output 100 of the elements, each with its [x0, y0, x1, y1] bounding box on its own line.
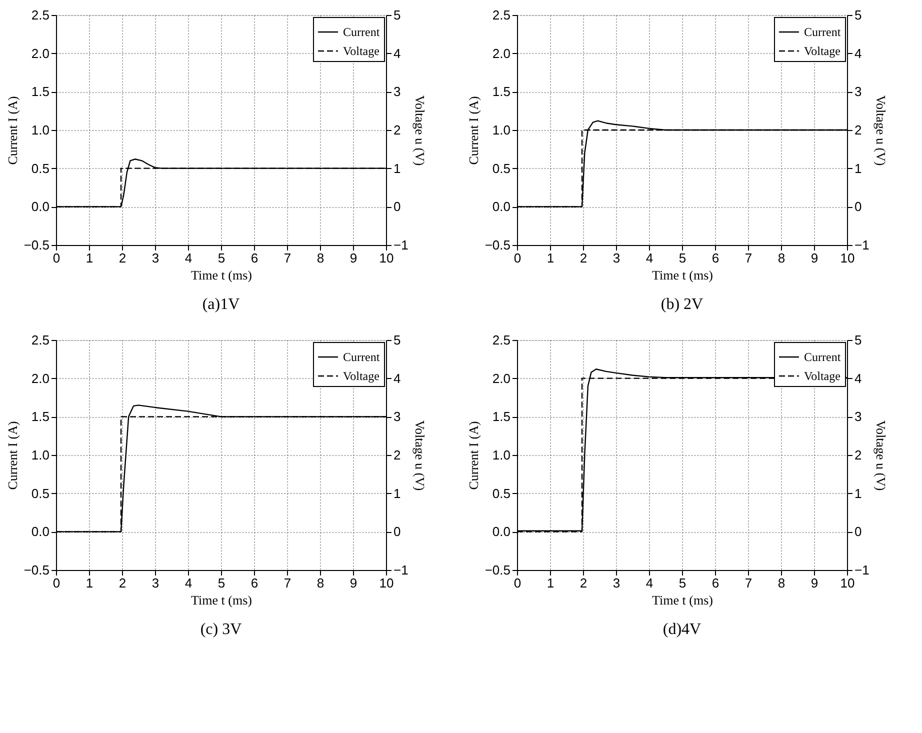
- y-tick-label: 1.5: [31, 409, 50, 424]
- x-tick-label: 1: [86, 250, 94, 266]
- x-tick-label: 10: [379, 250, 394, 266]
- y2-tick-label: 3: [854, 409, 862, 424]
- y2-tick-label: 5: [394, 8, 401, 22]
- y2-tick-label: 2: [394, 448, 401, 462]
- legend-label: Voltage: [804, 369, 840, 383]
- y2-tick-label: 4: [854, 46, 862, 61]
- y-tick-label: −0.5: [484, 562, 510, 578]
- x-tick-label: 0: [52, 250, 60, 266]
- y2-tick-label: 3: [394, 84, 401, 100]
- y2-tick-label: 5: [854, 8, 862, 22]
- x-tick-label: 8: [316, 576, 324, 590]
- y-tick-label: 1.5: [492, 84, 510, 100]
- x-tick-label: 3: [152, 250, 160, 266]
- x-axis-title: Time t (ms): [191, 268, 252, 282]
- x-tick-label: 1: [86, 576, 94, 590]
- y2-tick-label: 0: [394, 524, 401, 540]
- y2-axis-title: Voltage u (V): [412, 420, 428, 491]
- x-tick-label: 4: [184, 250, 192, 266]
- y2-tick-label: 5: [854, 332, 862, 348]
- y-axis-title: Current I (A): [4, 96, 20, 165]
- y2-tick-label: 1: [394, 160, 401, 176]
- x-tick-label: 10: [840, 250, 855, 266]
- y-tick-label: 1.0: [492, 122, 510, 138]
- y-tick-label: 2.0: [31, 370, 50, 386]
- y-tick-label: 0.0: [31, 199, 50, 214]
- y-tick-label: 0.5: [31, 486, 50, 501]
- x-tick-label: 10: [840, 576, 855, 590]
- text: (d)4V: [662, 621, 702, 638]
- x-tick-label: 7: [284, 576, 292, 590]
- y-tick-label: 1.0: [492, 448, 510, 462]
- y2-tick-label: 0: [394, 199, 401, 214]
- y-tick-label: −0.5: [24, 562, 50, 578]
- x-tick-label: 3: [612, 250, 620, 266]
- legend-label: Voltage: [343, 44, 380, 58]
- y2-axis-title: Voltage u (V): [873, 420, 888, 491]
- y2-tick-label: 0: [854, 524, 862, 540]
- y-axis-title: Current I (A): [466, 421, 481, 490]
- x-tick-label: 4: [184, 576, 192, 590]
- y2-tick-label: 5: [394, 332, 401, 348]
- y2-tick-label: −1: [854, 562, 870, 578]
- x-axis-title: Time t (ms): [652, 592, 713, 608]
- y2-tick-label: 2: [854, 448, 862, 462]
- text: (c) 3V: [200, 621, 242, 638]
- y-tick-label: 1.5: [31, 84, 50, 100]
- x-tick-label: 9: [350, 250, 358, 266]
- x-tick-label: 7: [284, 250, 292, 266]
- x-tick-label: 6: [250, 576, 258, 590]
- x-tick-label: 8: [778, 576, 786, 590]
- y2-tick-label: 4: [394, 46, 401, 61]
- x-tick-label: 1: [546, 250, 554, 266]
- y-tick-label: 1.0: [31, 122, 50, 138]
- x-tick-label: 0: [514, 576, 522, 590]
- x-axis-title: Time t (ms): [652, 268, 713, 282]
- y2-tick-label: 1: [854, 486, 862, 501]
- x-tick-label: 5: [218, 576, 226, 590]
- y2-tick-label: 0: [854, 199, 862, 214]
- y2-tick-label: −1: [854, 238, 870, 252]
- x-tick-label: 0: [52, 576, 60, 590]
- x-tick-label: 4: [646, 250, 654, 266]
- y-tick-label: 2.5: [31, 8, 50, 22]
- y2-tick-label: 2: [394, 122, 401, 138]
- y-tick-label: 2.0: [492, 370, 510, 386]
- x-tick-label: 6: [250, 250, 258, 266]
- y2-tick-label: 1: [854, 160, 862, 176]
- y-tick-label: 0.5: [492, 160, 510, 176]
- x-tick-label: 7: [744, 576, 752, 590]
- y2-axis-title: Voltage u (V): [412, 95, 428, 166]
- legend-label: Voltage: [343, 369, 380, 383]
- y-tick-label: 1.5: [492, 409, 510, 424]
- y2-tick-label: −1: [394, 238, 408, 252]
- x-tick-label: 2: [118, 250, 126, 266]
- y-tick-label: −0.5: [24, 238, 50, 252]
- y-tick-label: 2.0: [31, 46, 50, 61]
- x-tick-label: 8: [316, 250, 324, 266]
- y-tick-label: 0.0: [492, 199, 510, 214]
- y-tick-label: −0.5: [484, 238, 510, 252]
- x-tick-label: 0: [514, 250, 522, 266]
- y-tick-label: 1.0: [31, 448, 50, 462]
- x-axis-title: Time t (ms): [191, 592, 252, 608]
- y-tick-label: 2.5: [31, 332, 50, 348]
- y-axis-title: Current I (A): [466, 96, 481, 165]
- x-tick-label: 1: [546, 576, 554, 590]
- text: (b) 2V: [660, 296, 704, 313]
- x-tick-label: 9: [810, 250, 818, 266]
- y2-axis-title: Voltage u (V): [873, 95, 888, 166]
- y-tick-label: 0.5: [492, 486, 510, 501]
- x-tick-label: 5: [218, 250, 226, 266]
- legend-label: Current: [804, 25, 842, 39]
- y2-tick-label: 4: [394, 370, 401, 386]
- x-tick-label: 2: [580, 250, 588, 266]
- x-tick-label: 3: [152, 576, 160, 590]
- x-tick-label: 4: [646, 576, 654, 590]
- y2-tick-label: 2: [854, 122, 862, 138]
- x-tick-label: 7: [744, 250, 752, 266]
- y2-tick-label: −1: [394, 562, 408, 578]
- legend-label: Current: [343, 25, 380, 39]
- y2-tick-label: 3: [394, 409, 401, 424]
- x-tick-label: 9: [350, 576, 358, 590]
